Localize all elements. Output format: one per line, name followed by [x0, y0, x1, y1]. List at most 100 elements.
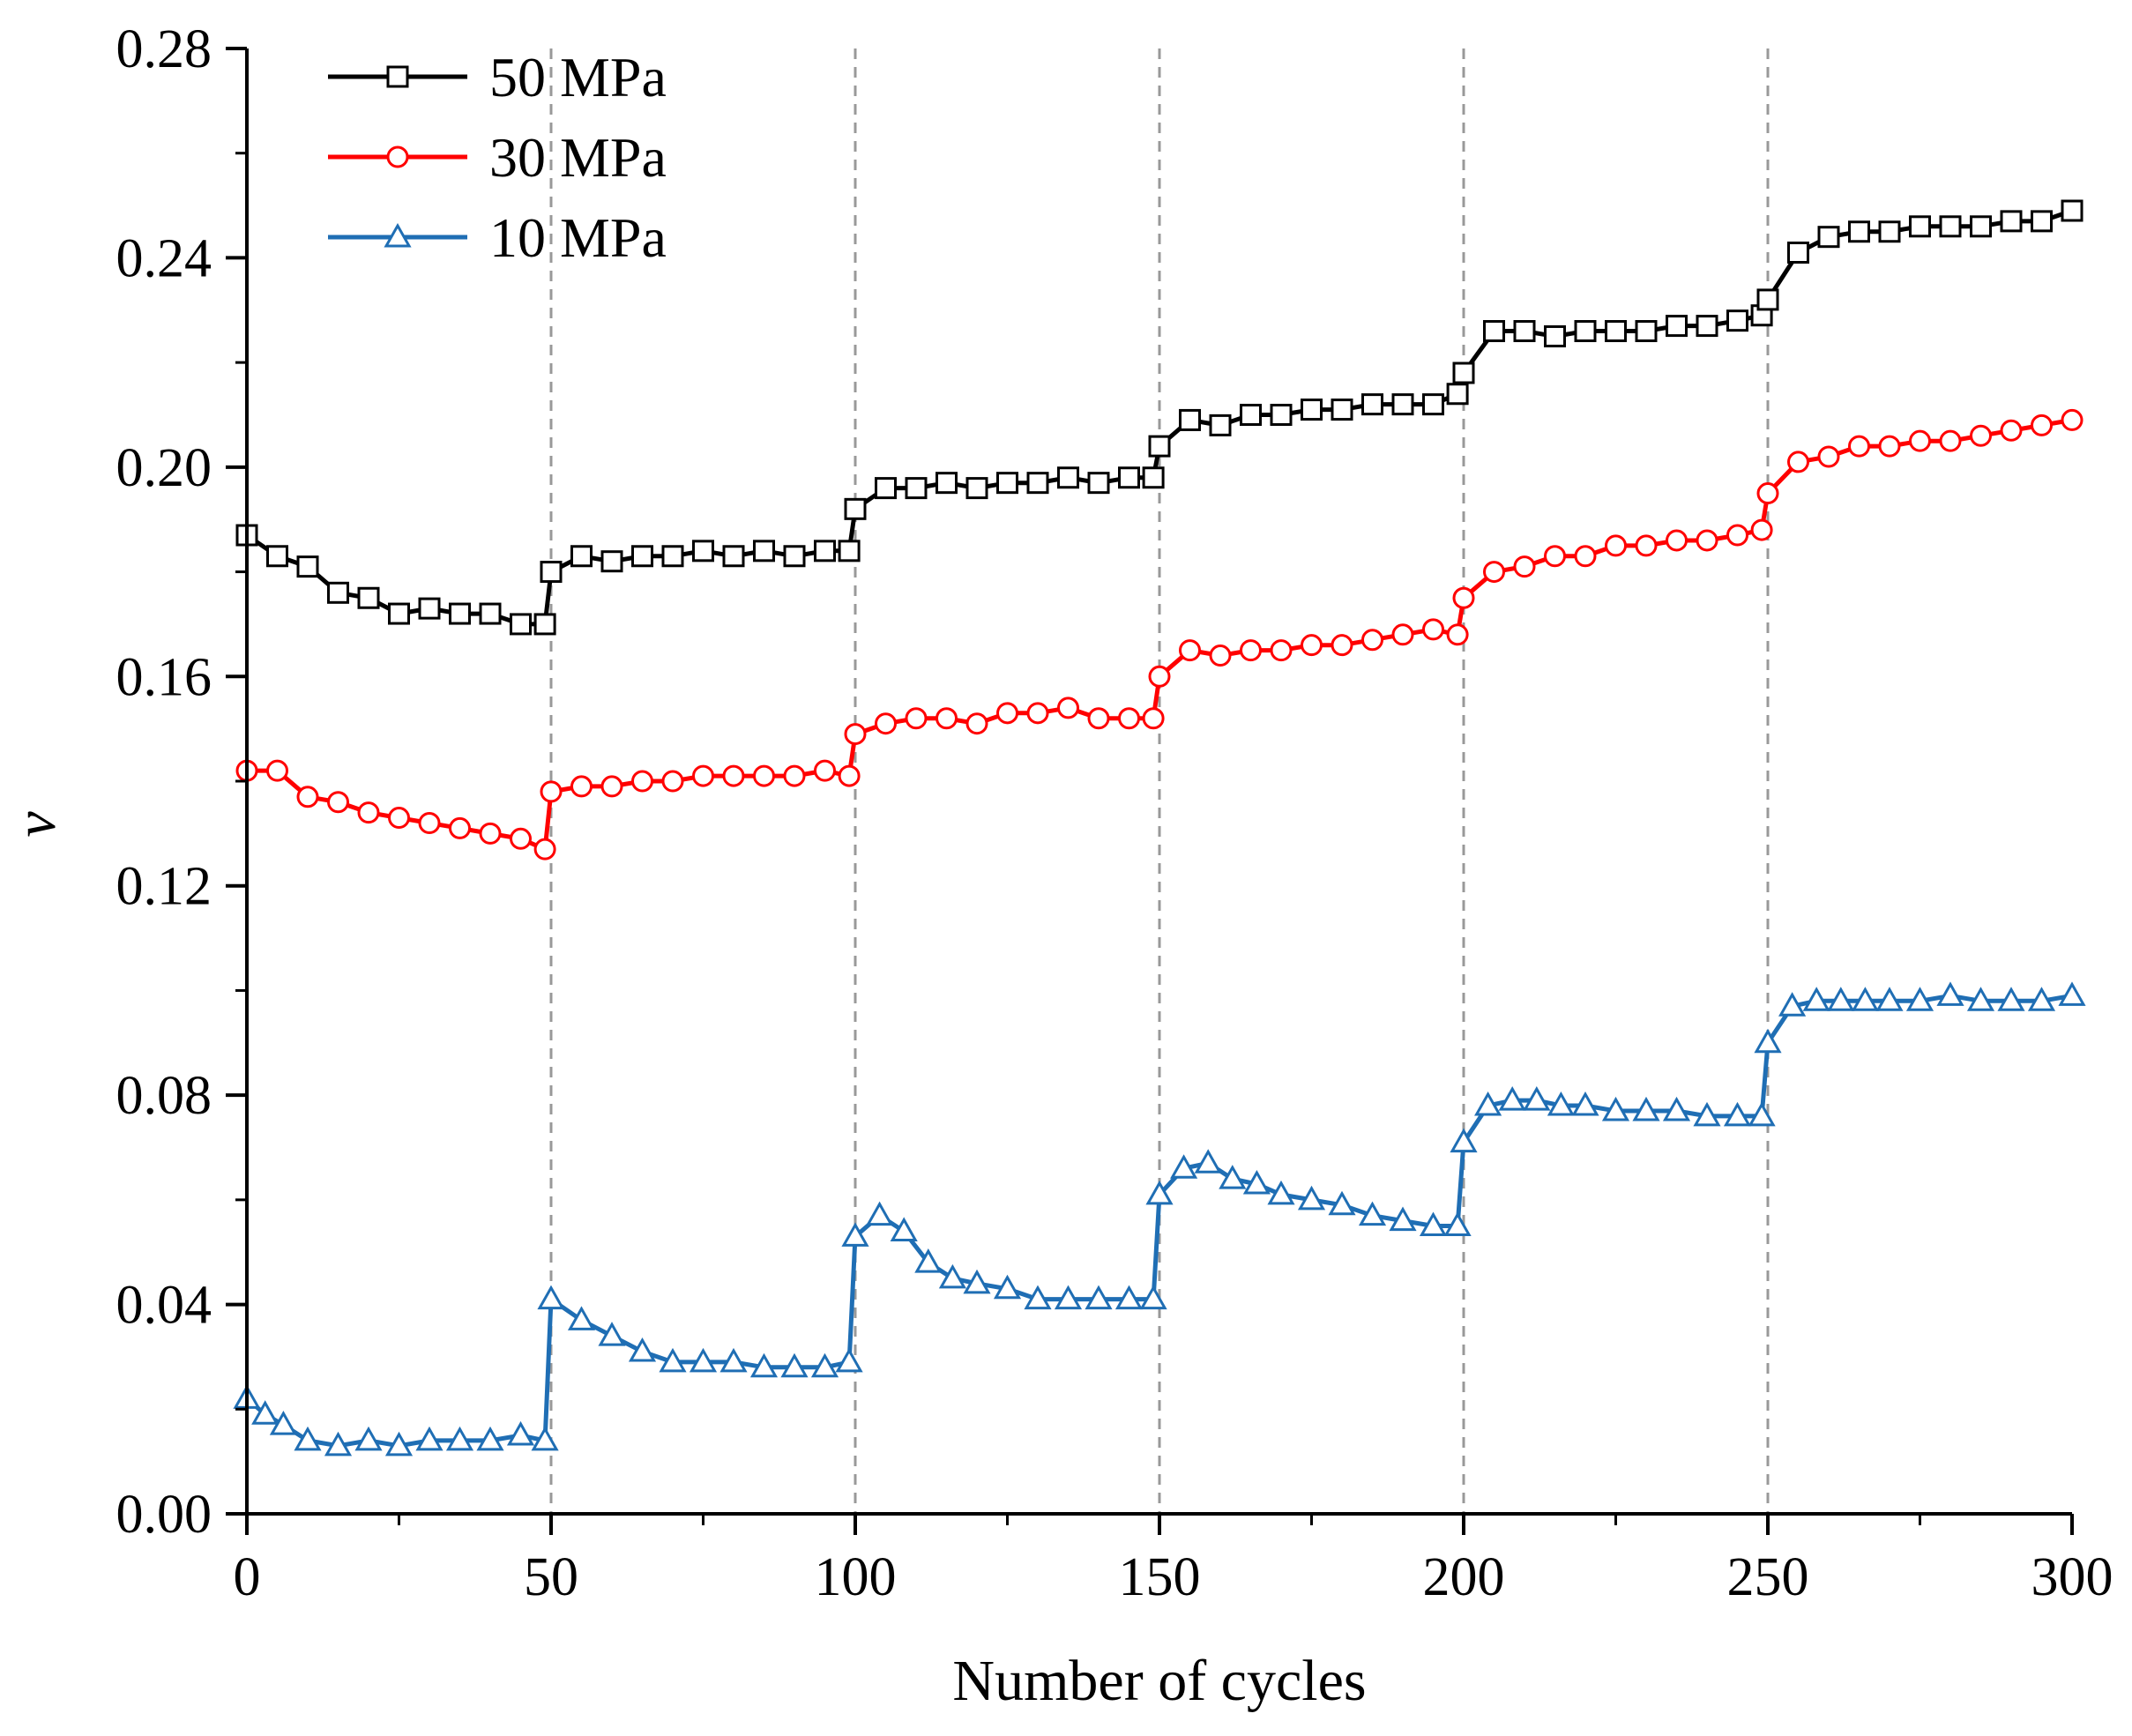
x-axis-title: Number of cycles — [952, 1649, 1366, 1713]
data-point — [1817, 445, 1840, 468]
data-point — [1087, 472, 1110, 495]
data-point — [570, 545, 593, 568]
data-point — [296, 786, 319, 808]
data-point — [531, 1426, 559, 1451]
data-point — [1726, 309, 1748, 332]
y-tick-label: 0.24 — [116, 228, 212, 288]
data-point — [1909, 215, 1931, 238]
series-50-mpa — [235, 199, 2084, 636]
data-point — [1696, 315, 1718, 338]
data-point — [1331, 399, 1353, 421]
data-point — [1209, 644, 1232, 667]
data-point — [1142, 466, 1165, 489]
data-point — [1936, 981, 1964, 1006]
data-point — [628, 1337, 657, 1362]
data-point — [814, 759, 836, 782]
data-point — [1970, 215, 1992, 238]
data-point — [1483, 561, 1505, 584]
data-point — [1026, 472, 1049, 495]
data-point — [1452, 361, 1475, 384]
data-point — [1939, 429, 1962, 452]
data-point — [1179, 639, 1201, 662]
data-point — [1297, 1185, 1326, 1211]
data-point — [1219, 1165, 1247, 1189]
data-point — [533, 838, 556, 861]
data-point — [810, 1352, 839, 1378]
data-point — [479, 602, 502, 625]
data-point — [479, 822, 502, 845]
data-point — [1848, 435, 1870, 458]
data-point — [838, 764, 861, 787]
data-point — [510, 613, 532, 636]
data-point — [722, 545, 745, 568]
data-point — [570, 775, 593, 798]
data-point — [1450, 1128, 1478, 1153]
data-point — [1474, 1091, 1502, 1116]
data-point — [780, 1352, 809, 1378]
data-point — [1997, 987, 2025, 1011]
data-point — [1389, 1206, 1417, 1232]
data-point — [1939, 215, 1962, 238]
data-point — [357, 801, 380, 824]
data-point — [661, 770, 684, 793]
data-point — [384, 1431, 414, 1457]
data-point — [753, 540, 775, 563]
data-point — [1209, 414, 1232, 436]
data-point — [996, 702, 1018, 725]
data-point — [1778, 992, 1807, 1017]
data-point — [296, 555, 319, 578]
data-point — [1726, 524, 1748, 547]
data-point — [1270, 639, 1293, 662]
data-point — [1787, 451, 1809, 473]
data-point — [1878, 435, 1901, 458]
data-point — [905, 707, 928, 730]
data-point — [1419, 1211, 1448, 1237]
y-tick-label: 0.00 — [116, 1485, 212, 1545]
data-point — [783, 545, 806, 568]
data-point — [600, 550, 623, 573]
data-point — [1139, 1285, 1167, 1310]
data-point — [2031, 210, 2053, 233]
data-point — [1605, 320, 1627, 343]
data-point — [354, 1426, 383, 1451]
data-point — [415, 1426, 444, 1451]
x-tick-label: 200 — [1423, 1547, 1505, 1607]
data-point — [1696, 529, 1718, 552]
data-point — [2000, 210, 2023, 233]
data-point — [1240, 404, 1262, 426]
data-point — [384, 222, 412, 248]
legend-label: 30 MPa — [489, 126, 667, 189]
data-point — [1693, 1101, 1721, 1127]
data-point — [1544, 545, 1566, 568]
data-point — [1242, 1170, 1271, 1195]
data-point — [2000, 419, 2023, 442]
data-point — [1391, 393, 1414, 416]
data-point — [266, 759, 288, 782]
x-tick-label: 0 — [234, 1547, 261, 1607]
data-point — [1748, 1101, 1776, 1127]
legend-entry: 10 MPa — [328, 206, 667, 269]
data-point — [993, 1274, 1022, 1300]
data-point — [1848, 220, 1870, 243]
data-point — [1756, 288, 1779, 311]
data-point — [266, 545, 288, 568]
axes-layer: 0 50 100 150 200 250 300 0.00 0.04 0.08 0.12 0.16 0.… — [116, 19, 2113, 1607]
x-tick-label: 300 — [2031, 1547, 2113, 1607]
data-point — [1635, 534, 1658, 557]
data-point — [1827, 987, 1855, 1011]
series-10-mpa — [233, 981, 2086, 1457]
data-point — [722, 764, 745, 787]
data-point — [510, 827, 532, 850]
data-point — [890, 1217, 918, 1241]
data-point — [1085, 1285, 1113, 1310]
data-point — [996, 472, 1018, 495]
data-point — [914, 1248, 943, 1273]
data-point — [1358, 1201, 1387, 1226]
data-point — [1851, 987, 1879, 1011]
data-point — [1270, 404, 1293, 426]
data-point — [324, 1431, 353, 1457]
data-point — [1267, 1180, 1295, 1205]
data-point — [1118, 707, 1140, 730]
